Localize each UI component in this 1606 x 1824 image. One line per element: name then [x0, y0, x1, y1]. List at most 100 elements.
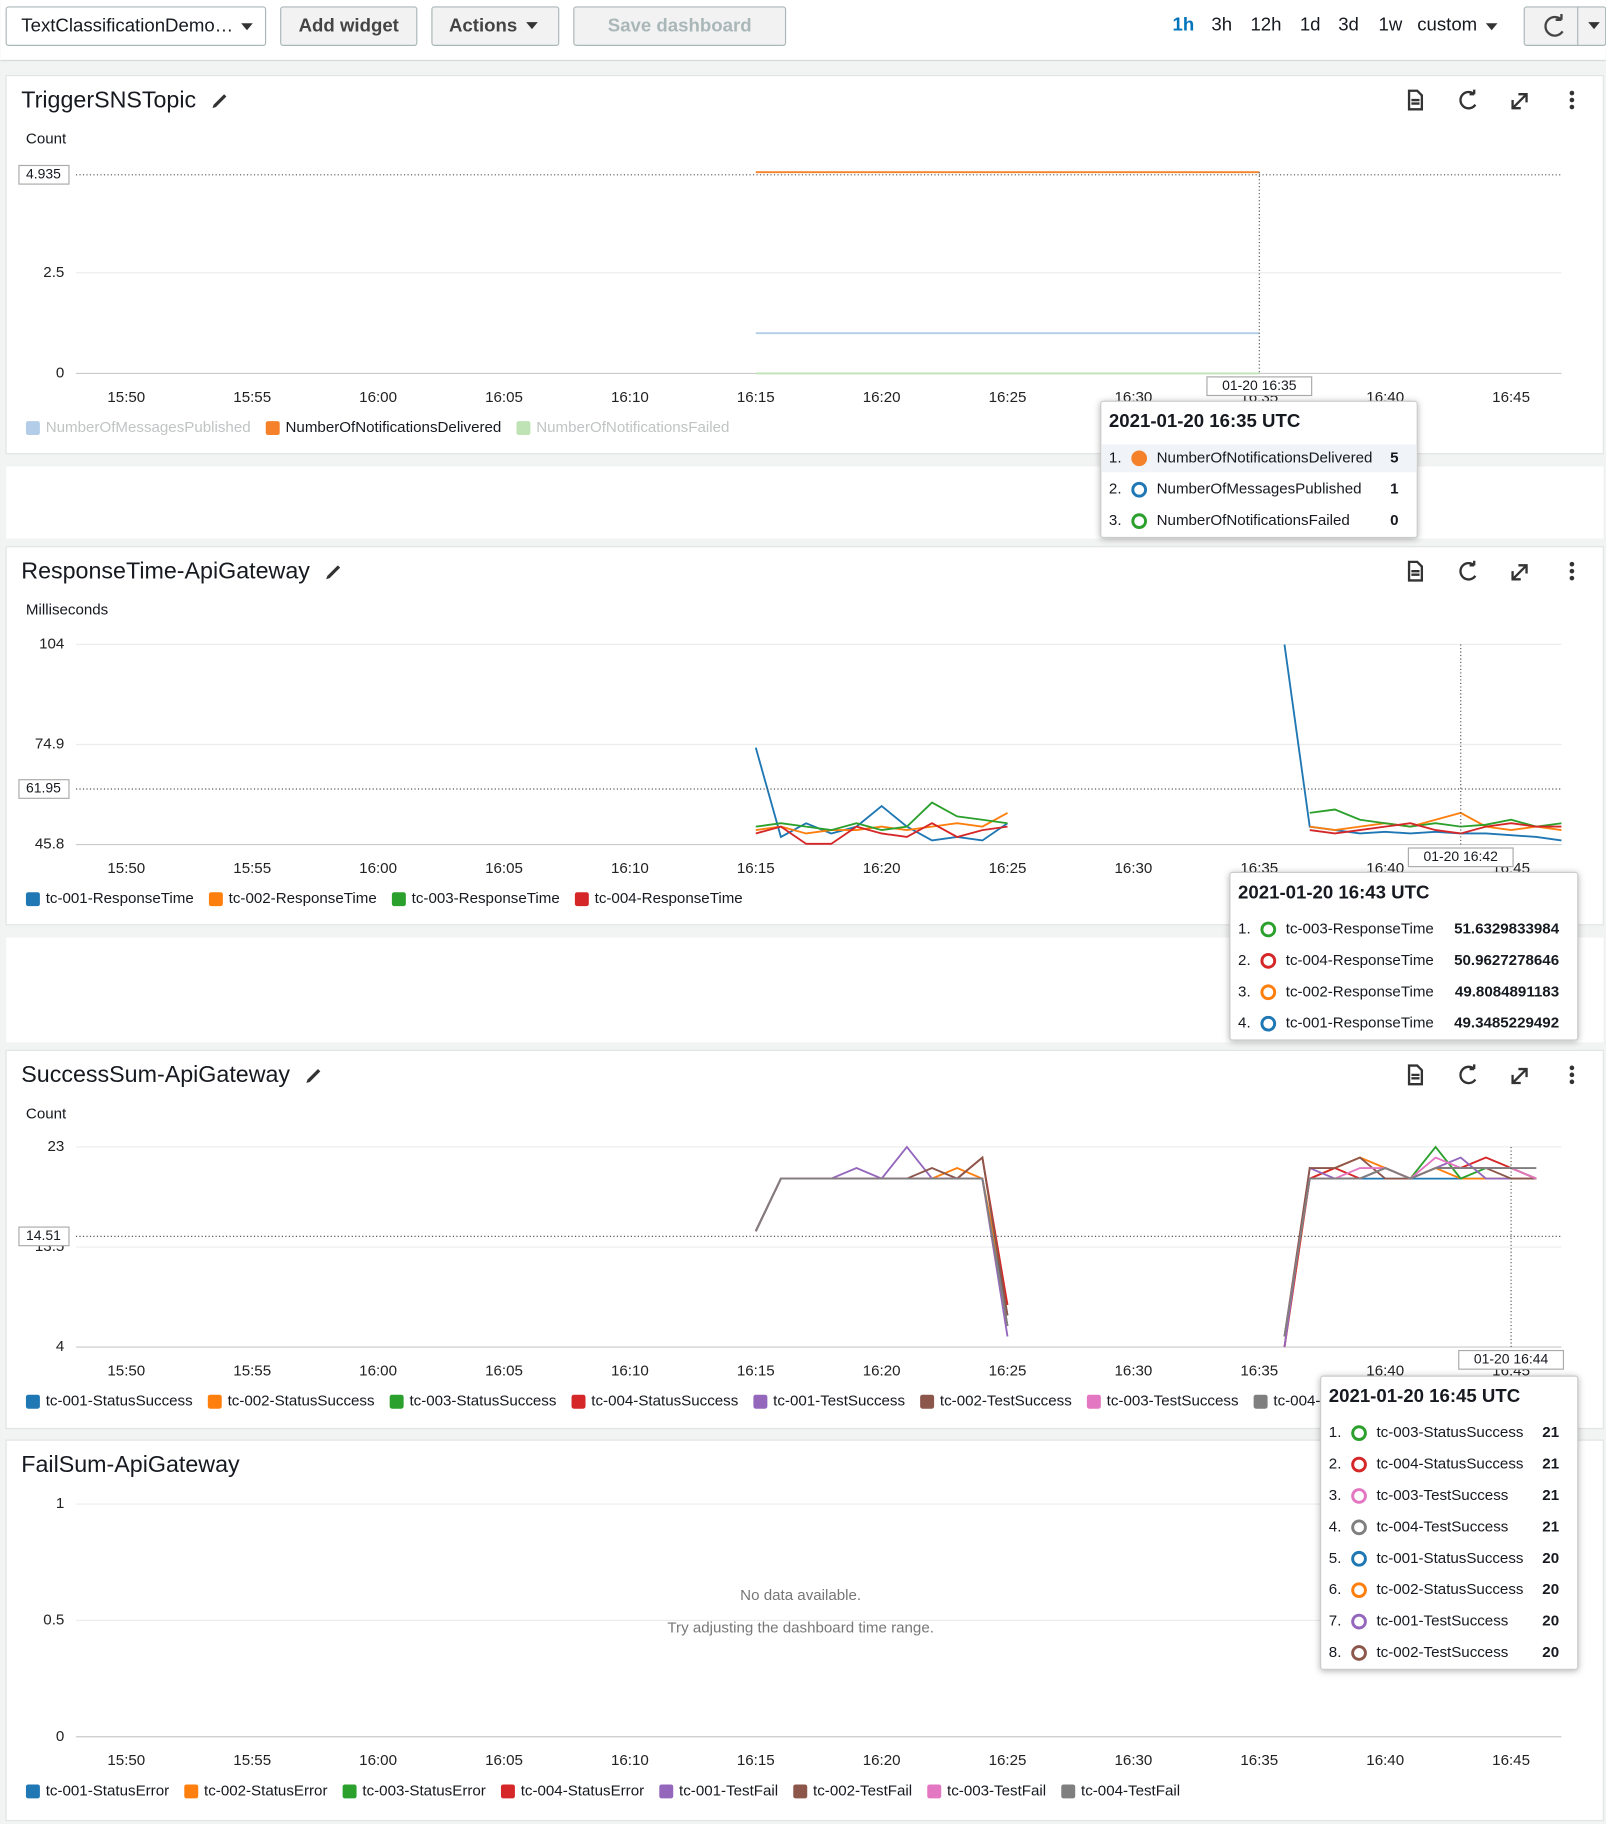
x-tick-label: 15:50: [107, 1362, 145, 1379]
legend-swatch[interactable]: [25, 1394, 40, 1409]
time-range[interactable]: 3h: [1211, 14, 1232, 35]
expand-icon[interactable]: [1511, 564, 1528, 581]
legend-swatch[interactable]: [1061, 1784, 1076, 1799]
edit-icon[interactable]: [212, 94, 227, 109]
hover-value-box: [18, 164, 70, 185]
legend-swatch[interactable]: [389, 1394, 404, 1409]
more-icon[interactable]: [1569, 90, 1575, 96]
tooltip-marker: [1351, 1425, 1367, 1441]
hover-value: 14.51: [26, 1227, 61, 1243]
time-range[interactable]: 3d: [1338, 14, 1359, 35]
legend-swatch[interactable]: [500, 1784, 515, 1799]
legend-label[interactable]: tc-001-StatusSuccess: [46, 1393, 193, 1410]
tooltip-marker: [1351, 1550, 1367, 1567]
download-icon[interactable]: [1407, 89, 1424, 111]
legend-swatch[interactable]: [207, 1394, 222, 1409]
legend-label[interactable]: tc-004-StatusError: [521, 1782, 644, 1799]
save-dashboard-label: Save dashboard: [608, 15, 752, 36]
legend-swatch[interactable]: [793, 1784, 808, 1799]
tooltip-index: 1.: [1238, 920, 1251, 937]
refresh-icon[interactable]: [1459, 1064, 1477, 1085]
legend-label[interactable]: tc-003-TestSuccess: [1107, 1393, 1239, 1410]
legend-swatch[interactable]: [25, 1784, 40, 1799]
legend-swatch[interactable]: [342, 1784, 357, 1799]
tooltip-marker: [1131, 450, 1148, 467]
legend-label[interactable]: tc-002-TestFail: [813, 1782, 912, 1799]
time-range[interactable]: 1d: [1300, 14, 1321, 35]
more-icon[interactable]: [1569, 104, 1575, 110]
tooltip-index: 1.: [1329, 1424, 1342, 1441]
legend-label[interactable]: tc-001-TestFail: [679, 1782, 778, 1799]
tooltip-marker: [1260, 984, 1277, 1001]
legend-swatch[interactable]: [184, 1784, 199, 1799]
legend-label[interactable]: tc-002-TestSuccess: [940, 1393, 1072, 1410]
legend-label[interactable]: tc-003-StatusError: [362, 1782, 485, 1799]
hover-value-box: [18, 779, 70, 799]
dashboard-name[interactable]: TextClassificationDemo…: [21, 15, 233, 36]
legend-label[interactable]: tc-001-TestSuccess: [773, 1393, 905, 1410]
legend-label[interactable]: tc-003-TestFail: [947, 1782, 1046, 1799]
legend-swatch[interactable]: [391, 892, 406, 907]
legend-label[interactable]: tc-004-TestFail: [1081, 1782, 1180, 1799]
legend-swatch[interactable]: [659, 1784, 674, 1799]
hover-value: 61.95: [26, 780, 61, 796]
legend-swatch[interactable]: [927, 1784, 942, 1799]
legend-label[interactable]: tc-002-StatusError: [204, 1782, 327, 1799]
hover-value-box: [18, 1226, 70, 1247]
legend-label[interactable]: NumberOfMessagesPublished: [46, 419, 251, 436]
legend-label[interactable]: tc-002-ResponseTime: [229, 890, 377, 907]
x-tick-label: 16:05: [485, 860, 523, 877]
legend-swatch[interactable]: [1253, 1394, 1268, 1409]
time-range[interactable]: 1h: [1173, 14, 1195, 35]
legend-label[interactable]: NumberOfNotificationsDelivered: [286, 419, 502, 436]
legend-swatch[interactable]: [265, 421, 280, 436]
time-range[interactable]: 12h: [1250, 14, 1281, 35]
more-icon[interactable]: [1569, 1072, 1575, 1078]
legend-swatch[interactable]: [516, 421, 531, 436]
legend-swatch[interactable]: [920, 1394, 935, 1409]
download-icon[interactable]: [1407, 1064, 1424, 1086]
legend-label[interactable]: tc-003-ResponseTime: [412, 890, 560, 907]
widget-title: ResponseTime-ApiGateway: [21, 557, 310, 583]
refresh-icon[interactable]: [1459, 89, 1477, 110]
x-tick-label: 15:50: [107, 1752, 145, 1769]
x-tick-label: 15:50: [107, 860, 145, 877]
edit-icon[interactable]: [326, 565, 341, 580]
expand-icon[interactable]: [1511, 1067, 1528, 1085]
legend-swatch[interactable]: [25, 892, 40, 907]
add-widget[interactable]: [280, 6, 418, 46]
more-icon[interactable]: [1569, 561, 1575, 567]
legend-swatch[interactable]: [574, 892, 589, 907]
widget-panel: [5, 75, 1604, 455]
legend-label[interactable]: tc-001-StatusError: [46, 1782, 169, 1799]
more-icon[interactable]: [1569, 575, 1575, 581]
more-icon[interactable]: [1569, 1065, 1575, 1071]
legend-label[interactable]: NumberOfNotificationsFailed: [536, 419, 729, 436]
expand-icon[interactable]: [1511, 93, 1528, 110]
edit-icon[interactable]: [306, 1069, 321, 1083]
y-tick-label: 23: [48, 1138, 65, 1155]
add-widget-label[interactable]: Add widget: [299, 15, 399, 36]
tooltip-marker: [1351, 1613, 1367, 1630]
legend-swatch[interactable]: [753, 1394, 768, 1409]
actions[interactable]: [431, 6, 560, 46]
dashboard-select[interactable]: [5, 6, 267, 46]
tooltip-value: 49.3485229492: [1454, 1015, 1559, 1032]
legend-label[interactable]: tc-004-ResponseTime: [595, 890, 743, 907]
time-range[interactable]: 1w: [1379, 14, 1403, 35]
download-icon[interactable]: [1407, 560, 1424, 582]
more-icon[interactable]: [1569, 568, 1575, 574]
more-icon[interactable]: [1569, 97, 1575, 103]
legend-swatch[interactable]: [25, 421, 40, 436]
legend-swatch[interactable]: [571, 1394, 586, 1409]
legend-label[interactable]: tc-004-StatusSuccess: [591, 1393, 738, 1410]
more-icon[interactable]: [1569, 1079, 1575, 1085]
time-range[interactable]: custom: [1417, 14, 1477, 35]
refresh-icon[interactable]: [1459, 560, 1477, 581]
legend-label[interactable]: tc-002-StatusSuccess: [228, 1393, 375, 1410]
legend-swatch[interactable]: [1086, 1394, 1101, 1409]
legend-label[interactable]: tc-001-ResponseTime: [46, 890, 194, 907]
legend-label[interactable]: tc-003-StatusSuccess: [409, 1393, 556, 1410]
actions-label[interactable]: Actions: [449, 15, 517, 36]
legend-swatch[interactable]: [208, 892, 223, 907]
